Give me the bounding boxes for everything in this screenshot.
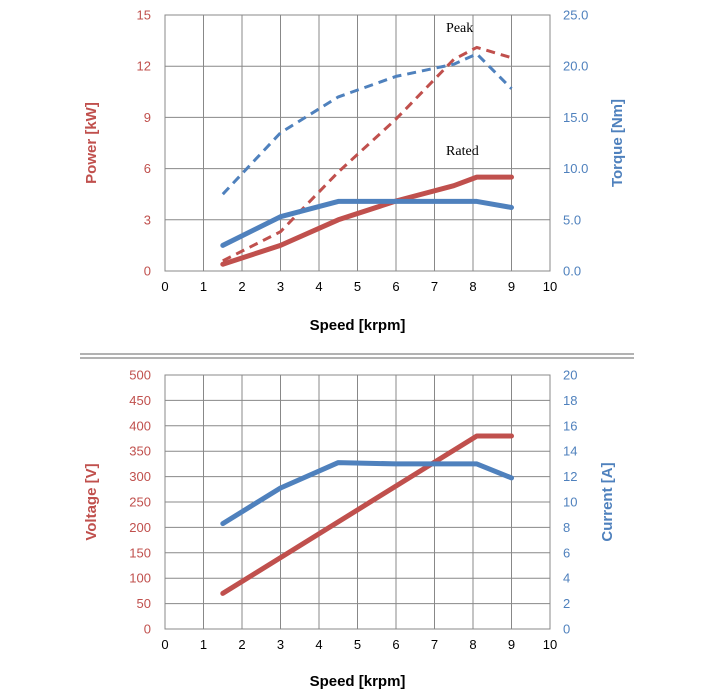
plot-area bbox=[164, 374, 551, 630]
y-tick-label-left: 0 bbox=[144, 264, 151, 279]
x-tick-label: 9 bbox=[508, 279, 515, 294]
y-tick-label-left: 300 bbox=[129, 469, 151, 484]
x-tick-label: 9 bbox=[508, 637, 515, 652]
y-tick-label-right: 0.0 bbox=[563, 264, 581, 279]
y-tick-label-right: 5.0 bbox=[563, 212, 581, 227]
x-tick-label: 5 bbox=[354, 637, 361, 652]
x-tick-label: 1 bbox=[200, 637, 207, 652]
voltage-current-chart: 0 1 2 3 4 5 6 7 8 9 100501001502002503003504004505… bbox=[83, 368, 616, 691]
y-tick-label-left: 500 bbox=[129, 368, 151, 383]
x-tick-label: 4 bbox=[315, 637, 322, 652]
annotation-label: Rated bbox=[446, 144, 479, 159]
x-tick-label: 2 bbox=[238, 279, 245, 294]
x-axis-title: Speed [krpm] bbox=[310, 673, 406, 690]
y-tick-label-right: 16 bbox=[563, 418, 577, 433]
y-tick-label-right: 4 bbox=[563, 571, 570, 586]
y-tick-label-left: 3 bbox=[144, 212, 151, 227]
y-tick-label-left: 350 bbox=[129, 444, 151, 459]
y-tick-label-left: 0 bbox=[144, 622, 151, 637]
series-line-red-solid-left bbox=[220, 174, 514, 267]
y-tick-label-right: 15.0 bbox=[563, 110, 588, 125]
x-tick-label: 7 bbox=[431, 279, 438, 294]
series-line-blue-solid-right bbox=[220, 198, 514, 248]
y-tick-label-left: 12 bbox=[137, 59, 151, 74]
y-tick-label-left: 200 bbox=[129, 520, 151, 535]
y-tick-label-right: 14 bbox=[563, 444, 577, 459]
x-tick-label: 10 bbox=[543, 279, 557, 294]
y-tick-label-left: 400 bbox=[129, 418, 151, 433]
y-tick-label-left: 15 bbox=[137, 8, 151, 23]
x-tick-label: 0 bbox=[161, 637, 168, 652]
x-tick-label: 3 bbox=[277, 637, 284, 652]
x-tick-label: 10 bbox=[543, 637, 557, 652]
y-tick-label-right: 10 bbox=[563, 495, 577, 510]
x-tick-label: 5 bbox=[354, 279, 361, 294]
x-tick-label: 0 bbox=[161, 279, 168, 294]
y-tick-label-left: 150 bbox=[129, 545, 151, 560]
x-tick-label: 6 bbox=[392, 279, 399, 294]
y-axis-title-left: Power [kW] bbox=[83, 102, 100, 184]
series-line-blue-solid-right bbox=[220, 460, 514, 527]
y-axis-title-right: Current [A] bbox=[599, 462, 616, 541]
y-tick-label-right: 20.0 bbox=[563, 59, 588, 74]
series-line-red-dashed-left bbox=[222, 45, 512, 263]
y-tick-label-left: 6 bbox=[144, 161, 151, 176]
y-tick-label-right: 0 bbox=[563, 622, 570, 637]
y-tick-label-right: 20 bbox=[563, 368, 577, 383]
x-tick-label: 8 bbox=[469, 279, 476, 294]
x-tick-label: 7 bbox=[431, 637, 438, 652]
y-tick-label-left: 250 bbox=[129, 495, 151, 510]
y-tick-label-left: 9 bbox=[144, 110, 151, 125]
x-tick-label: 6 bbox=[392, 637, 399, 652]
y-tick-label-right: 25.0 bbox=[563, 8, 588, 23]
annotation-label: Peak bbox=[446, 21, 473, 36]
y-tick-label-right: 2 bbox=[563, 596, 570, 611]
y-tick-label-right: 18 bbox=[563, 393, 577, 408]
y-tick-label-right: 8 bbox=[563, 520, 570, 535]
x-axis-title: Speed [krpm] bbox=[310, 317, 406, 334]
x-tick-label: 2 bbox=[238, 637, 245, 652]
y-axis-title-right: Torque [Nm] bbox=[609, 99, 626, 187]
series-line-blue-dashed-right bbox=[221, 52, 513, 196]
y-tick-label-left: 50 bbox=[137, 596, 151, 611]
y-tick-label-left: 450 bbox=[129, 393, 151, 408]
x-tick-label: 3 bbox=[277, 279, 284, 294]
x-tick-label: 4 bbox=[315, 279, 322, 294]
y-tick-label-right: 10.0 bbox=[563, 161, 588, 176]
power-torque-chart: 0 1 2 3 4 5 6 7 8 9 10036912150.05.010.015.020.025… bbox=[83, 8, 626, 335]
series-line-red-solid-left bbox=[220, 433, 514, 596]
x-tick-label: 8 bbox=[469, 637, 476, 652]
y-tick-label-right: 12 bbox=[563, 469, 577, 484]
y-tick-label-right: 6 bbox=[563, 545, 570, 560]
x-tick-label: 1 bbox=[200, 279, 207, 294]
y-axis-title-left: Voltage [V] bbox=[83, 463, 100, 540]
plot-area bbox=[164, 14, 551, 272]
y-tick-label-left: 100 bbox=[129, 571, 151, 586]
